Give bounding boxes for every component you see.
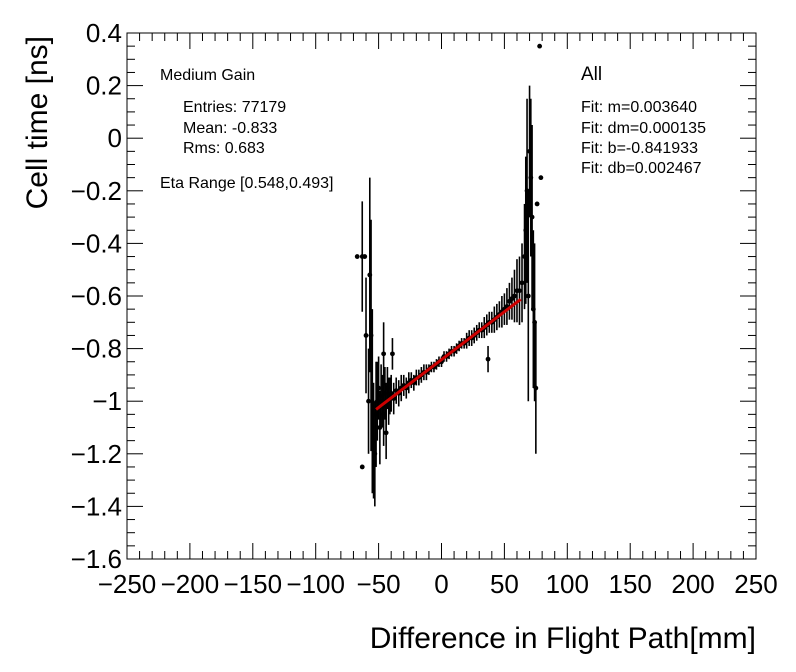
data-point [366,398,371,404]
data-point [517,288,522,294]
x-tick-label: 50 [490,569,519,599]
x-tick-label: 0 [434,569,448,599]
y-tick-label: −1.6 [71,544,122,574]
y-tick-label: 0.2 [86,71,122,101]
x-axis-title: Difference in Flight Path[mm] [370,622,756,655]
stats-mean: Mean: -0.833 [183,120,277,137]
data-point [363,333,369,338]
y-tick-label: 0.4 [86,18,122,48]
stats-eta-range: Eta Range [0.548,0.493] [160,175,333,192]
data-point [529,214,535,220]
fit-db: Fit: db=0.002467 [581,160,702,177]
fit-header: All [581,64,602,85]
y-tick-label: −0.4 [71,228,122,258]
data-point [362,254,368,259]
y-tick-label: −1.4 [71,491,122,521]
data-point [538,175,544,181]
y-tick-label: −0.8 [71,334,122,364]
y-axis-ticks: 0.4 0.2 0 −0.2 −0.4 −0.6 −0.8 −1 −1.2 −1.4 −1.6 [71,18,122,574]
data-point [388,390,394,396]
data-point [359,464,365,470]
data-point [537,43,543,49]
x-tick-label: 150 [609,569,652,599]
data-point [383,430,389,436]
x-tick-label: −250 [98,569,157,599]
fit-line [375,298,522,411]
data-point [376,385,381,391]
y-axis-title: Cell time [ns] [21,36,54,209]
x-tick-label: −150 [224,569,283,599]
x-axis-ticks: −250 −200 −150 −100 −50 0 50 100 150 200 250 [98,569,778,599]
stats-rms: Rms: 0.683 [183,140,265,157]
data-point [512,293,517,299]
fit-b: Fit: b=-0.841933 [581,140,698,157]
y-tick-label: 0 [108,123,122,153]
minor-ticks [126,32,757,560]
data-point [354,254,360,259]
y-tick-label: −0.2 [71,176,122,206]
x-tick-label: −100 [286,569,345,599]
y-tick-label: −1.2 [71,439,122,469]
data-points [354,43,544,507]
x-tick-label: 200 [671,569,714,599]
data-point [534,201,540,207]
x-tick-label: −50 [357,569,401,599]
y-tick-label: −0.6 [71,281,122,311]
data-point [381,351,387,357]
stats-header: Medium Gain [160,67,255,84]
data-point [533,385,539,391]
data-point [525,293,531,299]
fit-line-group [375,298,522,411]
y-tick-label: −1 [92,386,122,416]
fit-m: Fit: m=0.003640 [581,99,697,116]
fit-dm: Fit: dm=0.000135 [581,120,706,137]
data-point [485,356,491,362]
stats-entries: Entries: 77179 [183,99,286,116]
x-tick-label: 250 [734,569,777,599]
x-tick-label: −200 [161,569,220,599]
data-point [519,280,525,286]
x-tick-label: 100 [546,569,589,599]
data-point [390,351,395,357]
